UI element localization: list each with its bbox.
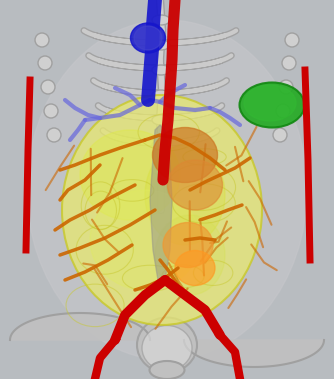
Ellipse shape — [152, 115, 170, 125]
Ellipse shape — [152, 140, 170, 150]
Ellipse shape — [167, 160, 222, 210]
Ellipse shape — [27, 20, 307, 360]
Ellipse shape — [152, 90, 170, 100]
Ellipse shape — [175, 251, 215, 285]
Ellipse shape — [163, 222, 213, 268]
Circle shape — [44, 104, 58, 118]
Ellipse shape — [152, 40, 170, 50]
Circle shape — [38, 56, 52, 70]
Ellipse shape — [131, 23, 166, 53]
Ellipse shape — [134, 26, 162, 50]
Ellipse shape — [153, 127, 217, 183]
Ellipse shape — [152, 165, 170, 175]
Circle shape — [35, 33, 49, 47]
Ellipse shape — [90, 190, 200, 290]
Ellipse shape — [155, 215, 225, 295]
Ellipse shape — [145, 145, 225, 245]
Circle shape — [41, 80, 55, 94]
Ellipse shape — [239, 83, 305, 127]
Polygon shape — [184, 340, 324, 367]
Circle shape — [285, 33, 299, 47]
Ellipse shape — [62, 95, 262, 325]
Ellipse shape — [80, 130, 180, 220]
Ellipse shape — [142, 326, 192, 371]
Polygon shape — [150, 125, 172, 280]
Circle shape — [47, 128, 61, 142]
Circle shape — [276, 104, 290, 118]
Polygon shape — [10, 313, 150, 340]
Circle shape — [282, 56, 296, 70]
Ellipse shape — [137, 318, 197, 373]
Ellipse shape — [152, 15, 170, 25]
Ellipse shape — [150, 361, 184, 379]
Circle shape — [273, 128, 287, 142]
Circle shape — [279, 80, 293, 94]
Ellipse shape — [244, 85, 296, 121]
Ellipse shape — [152, 65, 170, 75]
